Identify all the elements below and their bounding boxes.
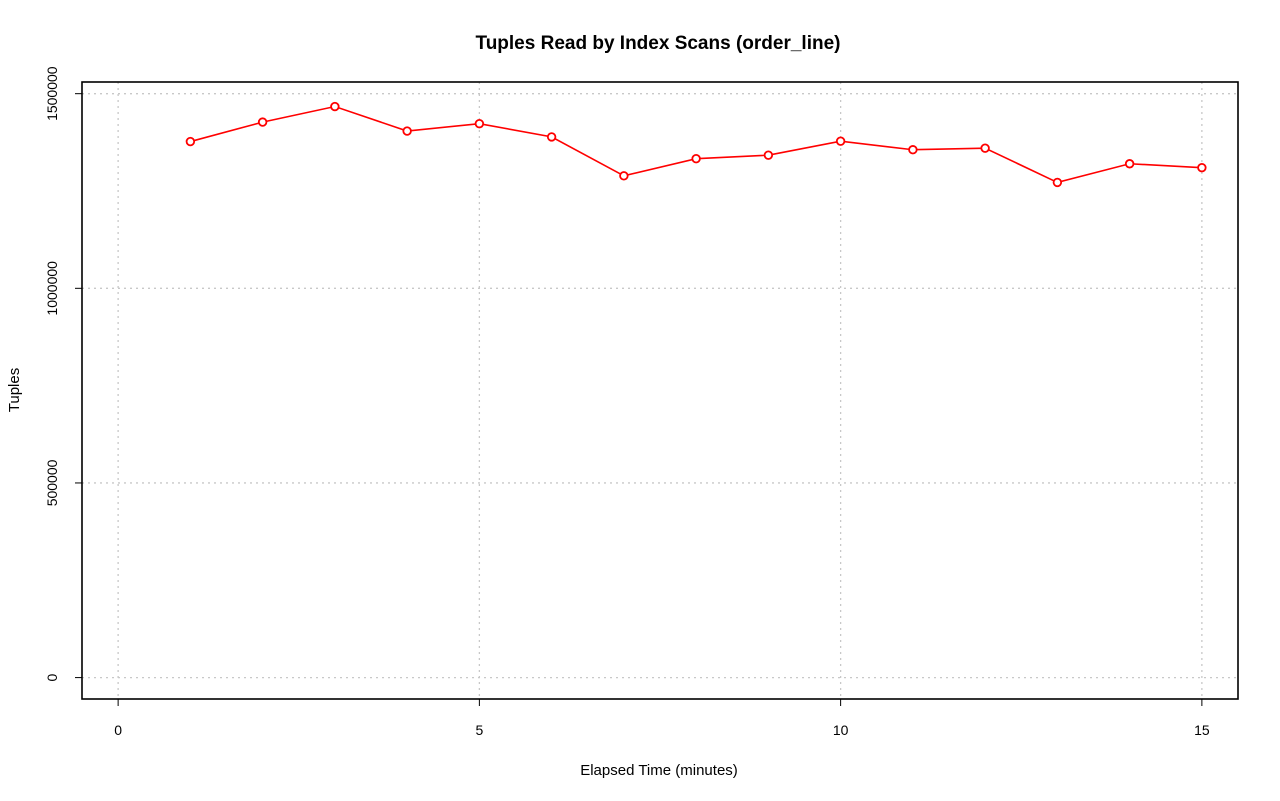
data-point-10 bbox=[908, 145, 918, 155]
x-tick-label-3: 15 bbox=[1194, 722, 1210, 738]
x-axis-label: Elapsed Time (minutes) bbox=[580, 762, 738, 779]
y-tick-label-3: 1500000 bbox=[44, 66, 60, 121]
data-point-14 bbox=[1197, 162, 1207, 173]
data-point-3 bbox=[402, 126, 412, 136]
data-point-6 bbox=[619, 171, 629, 181]
data-point-0 bbox=[185, 136, 196, 147]
x-tick-label-2: 10 bbox=[833, 722, 849, 738]
x-tick-label-1: 5 bbox=[475, 722, 483, 738]
data-point-5 bbox=[546, 132, 557, 142]
y-tick-label-0: 0 bbox=[44, 673, 60, 681]
y-tick-label-1: 500000 bbox=[44, 459, 60, 506]
data-point-12 bbox=[1052, 177, 1063, 188]
chart-title: Tuples Read by Index Scans (order_line) bbox=[476, 33, 841, 54]
x-tick-label-0: 0 bbox=[114, 722, 122, 738]
y-tick-label-2: 1000000 bbox=[44, 261, 60, 316]
data-point-1 bbox=[257, 117, 268, 127]
data-point-9 bbox=[835, 136, 846, 146]
axes: 0 5 10 15 0 500000 1000000 1500000 bbox=[44, 66, 1210, 738]
data-point-7 bbox=[691, 153, 701, 164]
data-point-4 bbox=[474, 118, 485, 129]
series-layer bbox=[185, 101, 1207, 188]
data-point-2 bbox=[330, 101, 340, 112]
y-axis-label: Tuples bbox=[6, 368, 23, 412]
data-point-8 bbox=[763, 150, 774, 160]
gridlines bbox=[82, 82, 1238, 699]
series-line-0 bbox=[190, 105, 1202, 184]
plot-frame bbox=[81, 81, 1239, 700]
data-point-11 bbox=[980, 143, 990, 153]
data-point-13 bbox=[1124, 159, 1135, 169]
